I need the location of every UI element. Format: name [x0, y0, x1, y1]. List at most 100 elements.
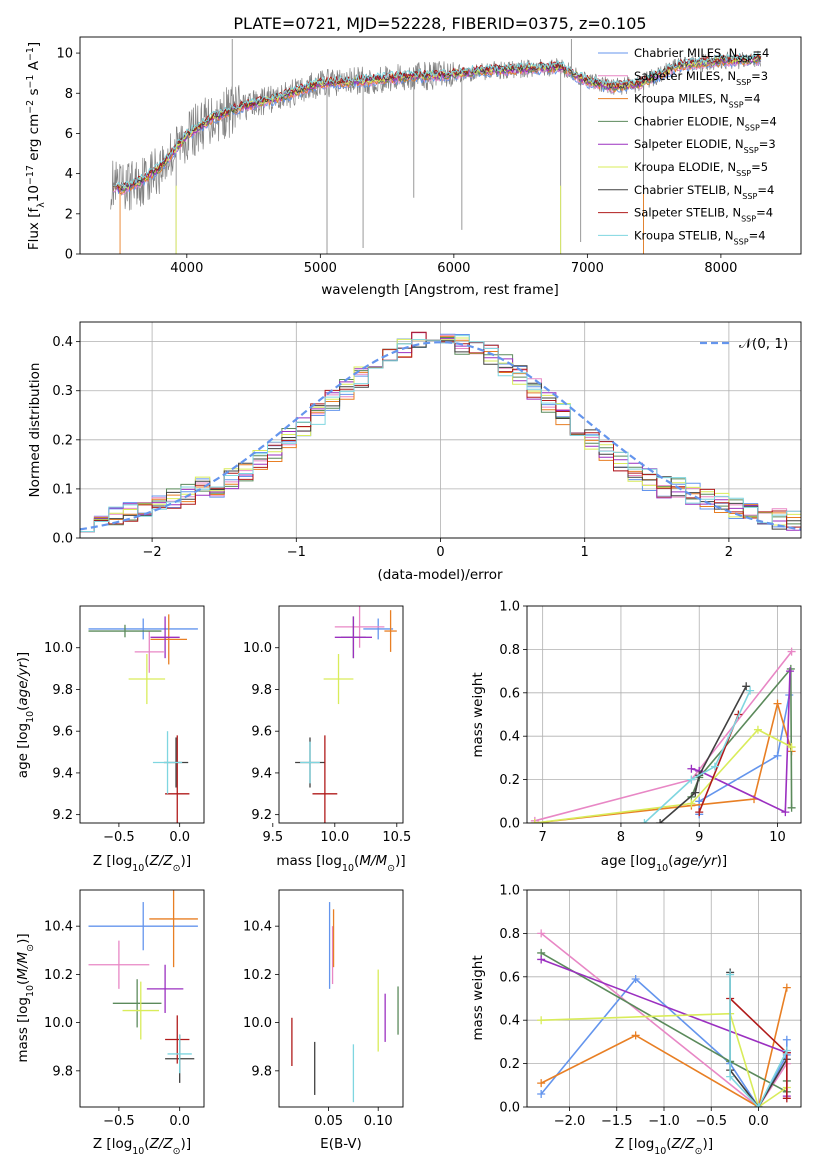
mass-extinction-x-axis-label: E(B-V)	[320, 1136, 362, 1152]
weight-line	[729, 974, 788, 1107]
x-tick-label: 5000	[304, 261, 337, 276]
weight-marker	[537, 955, 546, 964]
weight-marker	[753, 725, 762, 734]
y-tick-label: 0.0	[499, 817, 520, 832]
error-bar-point	[165, 1015, 190, 1064]
weight-marker	[782, 1035, 791, 1044]
weight-marker	[781, 808, 790, 817]
y-tick-label: 0.4	[499, 730, 520, 745]
weight-marker	[695, 797, 704, 806]
y-tick-label: 6	[65, 127, 73, 142]
x-tick-label: 9	[695, 830, 703, 845]
weight-marker	[631, 974, 640, 983]
weight-marker	[782, 1046, 791, 1055]
error-bar-point	[88, 902, 198, 951]
axes-frame	[79, 605, 205, 824]
age-mass-axes-plot-area	[295, 606, 397, 823]
x-tick-label: −0.5	[103, 1114, 135, 1129]
y-tick-label: 10.2	[243, 968, 272, 983]
x-tick-label: 7000	[571, 261, 604, 276]
x-tick-label: 0.05	[314, 1114, 343, 1129]
weight-metallicity-y-axis-label: mass weight	[470, 955, 486, 1040]
y-tick-label: 0.4	[52, 335, 73, 350]
error-bar-point	[122, 981, 160, 1040]
age-mass-axes: 9.5 10.0 10.5 9.2 9.4 9.6 9.8 10.0	[243, 641, 411, 845]
weight-marker	[687, 764, 696, 773]
x-tick-label: 8000	[704, 261, 737, 276]
x-tick-label: 0.0	[748, 1114, 769, 1129]
weight-age-x-axis-label: age [log10(age/yr)]	[601, 853, 727, 874]
x-tick-label: 9.5	[262, 830, 283, 845]
weight-marker	[726, 1072, 735, 1081]
error-bar-point	[363, 618, 394, 640]
weight-marker	[787, 647, 796, 656]
weight-line	[540, 932, 788, 1107]
x-tick-label: 0	[436, 545, 444, 560]
legend-label: Kroupa STELIB, NSSP=4	[634, 228, 766, 246]
y-tick-label: 10.2	[44, 968, 73, 983]
legend-label: Salpeter MILES, NSSP=3	[634, 69, 768, 87]
weight-marker	[782, 983, 791, 992]
spectrum-x-axis-label: wavelength [Angstrom, rest frame]	[321, 282, 559, 298]
error-bar-point	[152, 731, 183, 794]
weight-marker	[773, 751, 782, 760]
age-metallicity-axes-plot-area	[88, 614, 198, 823]
y-tick-label: 0.2	[499, 1057, 520, 1072]
weight-marker	[537, 1079, 546, 1088]
x-tick-label: 4000	[170, 261, 203, 276]
error-bar-point	[88, 940, 150, 989]
weight-marker	[530, 819, 539, 823]
y-tick-label: 10.4	[44, 920, 73, 935]
y-tick-label: 10.0	[44, 641, 73, 656]
spectrum-axes-plot-area	[110, 39, 762, 254]
error-bar-point	[312, 735, 338, 823]
x-tick-label: −2.0	[554, 1114, 586, 1129]
histogram-y-axis-label: Normed distribution	[27, 363, 43, 498]
weight-marker	[787, 803, 796, 812]
y-tick-label: 10.0	[243, 641, 272, 656]
weight-marker	[537, 1089, 546, 1098]
error-bar-point	[165, 735, 190, 823]
x-tick-label: 0.0	[169, 830, 190, 845]
legend-label: 𝒩(0, 1)	[739, 336, 788, 352]
legend-label: Chabrier STELIB, NSSP=4	[634, 183, 774, 201]
legend-label: Chabrier ELODIE, NSSP=4	[634, 114, 777, 131]
age-metallicity-axes: −0.5 0.0 9.2 9.4 9.6 9.8 10.0	[44, 641, 190, 845]
error-bar-point	[149, 890, 198, 968]
legend-label: Kroupa MILES, NSSP=4	[634, 92, 761, 110]
histogram-axes-plot-area	[80, 331, 801, 533]
weight-marker	[687, 799, 696, 808]
weight-line	[534, 728, 792, 823]
error-bar-point	[128, 653, 166, 705]
error-bar-point	[300, 741, 320, 784]
axes-frame	[79, 889, 205, 1108]
y-tick-label: 9.4	[52, 766, 73, 781]
weight-line	[659, 685, 747, 823]
error-bar-point	[134, 631, 164, 673]
y-tick-label: 9.2	[251, 808, 272, 823]
spectrum-axes: 4000 5000 6000 7000 8000 0 2 4 6 8 10	[56, 47, 737, 276]
x-tick-label: −1	[287, 545, 306, 560]
y-tick-label: 1.0	[499, 600, 520, 615]
error-bar-point	[167, 1034, 192, 1074]
axes-frame	[526, 889, 802, 1108]
axes-frame	[526, 605, 802, 824]
histogram-x-axis-label: (data-model)/error	[377, 567, 503, 583]
y-tick-label: 9.8	[52, 1064, 73, 1079]
y-tick-label: 0.8	[499, 643, 520, 658]
weight-metallicity-axes-plot-area	[537, 929, 791, 1107]
error-bar-point	[112, 979, 162, 1028]
age-metallicity-x-axis-label: Z [log10(Z/Z⊙)]	[93, 853, 191, 874]
error-bar-point	[88, 624, 162, 638]
model-spectrum	[113, 52, 761, 189]
y-tick-label: 0.0	[52, 532, 73, 547]
x-tick-label: −1.0	[648, 1114, 680, 1129]
x-tick-label: 6000	[437, 261, 470, 276]
y-tick-label: 0.4	[499, 1014, 520, 1029]
y-tick-label: 8	[65, 87, 73, 102]
x-tick-label: 0.0	[169, 1114, 190, 1129]
error-bar-point	[88, 618, 198, 640]
weight-line	[643, 690, 751, 823]
x-tick-label: 0.10	[364, 1114, 393, 1129]
